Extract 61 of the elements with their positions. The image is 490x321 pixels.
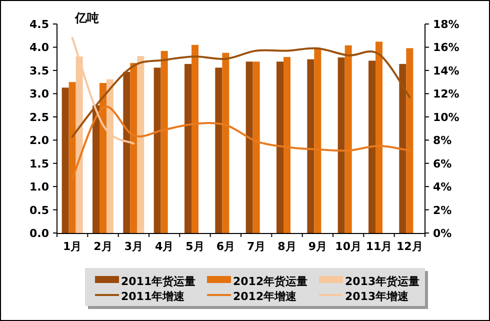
y-tick-label: 2.5 [30, 110, 49, 124]
bar [246, 62, 253, 233]
y2-tick-label: 14% [433, 64, 460, 78]
bar [222, 52, 230, 233]
bar [314, 48, 322, 233]
x-tick-label: 6月 [216, 240, 235, 253]
x-tick-label: 8月 [278, 240, 296, 253]
y-tick-label: 1.0 [30, 180, 50, 194]
y-tick-label: 2.0 [30, 134, 50, 148]
x-tick-label: 3月 [124, 240, 143, 253]
bar [344, 45, 352, 233]
bar [184, 64, 192, 233]
y2-tick-label: 10% [433, 110, 460, 124]
x-tick-label: 10月 [335, 240, 362, 253]
line-series [71, 106, 411, 180]
x-tick-label: 11月 [366, 240, 392, 253]
y-tick-label: 1.5 [30, 157, 49, 170]
y2-tick-label: 12% [433, 88, 460, 101]
bar [368, 60, 376, 233]
x-tick-label: 2月 [94, 240, 112, 253]
y2-tick-label: 0% [433, 227, 452, 240]
legend-label: 2013年货运量 [345, 275, 420, 288]
y2-tick-label: 18% [433, 18, 460, 31]
bar [154, 68, 161, 233]
bar [192, 44, 198, 233]
x-tick-label: 5月 [186, 240, 204, 253]
legend-label: 2013年增速 [345, 290, 410, 303]
bar [284, 56, 290, 233]
x-tick-label: 7月 [247, 240, 266, 253]
y-tick-label: 0.0 [30, 227, 50, 240]
bar [276, 62, 284, 233]
legend-label: 2012年增速 [233, 290, 298, 303]
legend-label: 2011年货运量 [121, 275, 196, 288]
bar [376, 42, 382, 233]
x-tick-label: 4月 [155, 240, 174, 253]
bar [137, 56, 144, 233]
bar [62, 88, 69, 233]
y-tick-label: 0.5 [30, 204, 49, 217]
y2-tick-label: 4% [433, 180, 452, 194]
y-tick-label: 4.5 [30, 18, 49, 31]
y2-tick-label: 16% [433, 41, 460, 54]
y-tick-label: 3.5 [30, 64, 49, 78]
bar [130, 63, 138, 233]
bar [307, 59, 314, 233]
y2-tick-label: 2% [433, 204, 452, 217]
bar [68, 82, 76, 233]
y-tick-label: 3.0 [30, 88, 50, 101]
legend-label: 2011年增速 [121, 290, 186, 303]
bar [100, 82, 106, 233]
bar [252, 62, 260, 233]
y-axis-title: 亿吨 [74, 11, 99, 25]
x-tick-label: 12月 [396, 240, 423, 253]
bar [160, 50, 168, 233]
y-tick-label: 4.0 [30, 41, 50, 54]
legend-label: 2012年货运量 [233, 275, 308, 288]
bar [406, 48, 414, 233]
x-tick-label: 1月 [63, 240, 82, 253]
y2-tick-label: 8% [433, 134, 452, 148]
bar [215, 68, 222, 233]
y2-tick-label: 6% [433, 157, 452, 170]
x-tick-label: 9月 [308, 240, 327, 253]
